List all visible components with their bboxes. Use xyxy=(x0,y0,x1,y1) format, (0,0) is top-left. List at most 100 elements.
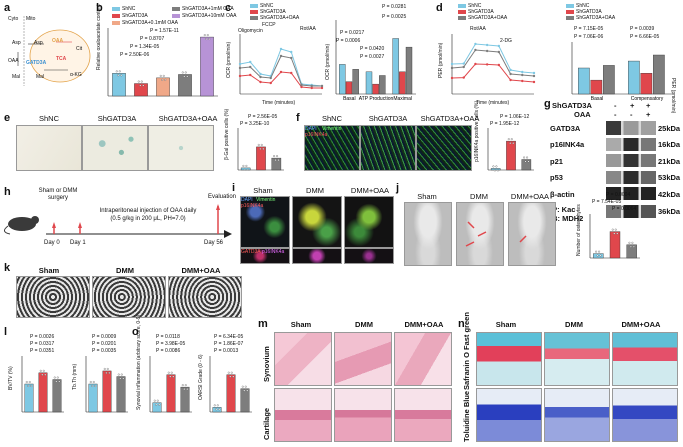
panel-label-j: j xyxy=(396,182,400,194)
data-point xyxy=(290,56,293,60)
bar xyxy=(200,36,214,97)
i-image-dmm-oaa-2 xyxy=(344,248,394,264)
g-sign2-2: + xyxy=(646,110,651,119)
data-point xyxy=(238,66,242,70)
l-pval2-0: P = 0.0009 xyxy=(92,334,117,340)
bar xyxy=(379,75,386,95)
data-point xyxy=(184,384,187,387)
data-point xyxy=(611,228,614,231)
data-point xyxy=(521,79,524,83)
legend-b-item-4: ShGATD3A+0.1mM OAA xyxy=(112,20,178,26)
data-point xyxy=(183,75,186,78)
data-point xyxy=(507,138,510,141)
data-point xyxy=(119,377,122,380)
data-point xyxy=(279,47,283,51)
data-point xyxy=(55,380,58,383)
band-p16 xyxy=(606,138,656,151)
d-injection-1: 2-DG xyxy=(500,38,512,44)
legend-c-item-1: ShGATD3A xyxy=(250,9,299,15)
data-point xyxy=(122,377,125,380)
band-gatd3a xyxy=(606,121,656,135)
data-point xyxy=(106,367,109,370)
g-sign1-0: - xyxy=(614,101,617,110)
legend-c: ShNC ShGATD3A ShGATD3A+OAA xyxy=(250,3,299,21)
data-point xyxy=(169,375,172,378)
bar xyxy=(24,383,34,413)
data-point xyxy=(320,84,324,88)
k-title-0: Sham xyxy=(38,266,60,275)
m-image-sham-cartilage xyxy=(274,388,332,442)
j-title-1: DMM xyxy=(470,192,488,201)
o-pval1-2: P = 0.0086 xyxy=(156,348,181,354)
i-stain-dapi: DAPI xyxy=(241,197,253,203)
tick-label: Compensatory xyxy=(631,96,664,102)
b-pval-1: P = 0.8707 xyxy=(140,36,165,42)
data-point xyxy=(497,63,501,67)
chart-l2 xyxy=(85,356,128,413)
m-image-oaa-cartilage xyxy=(394,388,452,442)
d-ylabel: PER (pmol/min) xyxy=(438,42,444,78)
data-point xyxy=(527,160,530,163)
data-point xyxy=(208,38,211,41)
legend-text: ShGATD3A xyxy=(122,13,148,19)
data-point xyxy=(56,376,59,379)
n-image-oaa-safranin xyxy=(612,332,678,386)
bar xyxy=(628,60,640,95)
l-pval1-2: P = 0.0351 xyxy=(30,348,55,354)
b-pval-2: P = 1.34E-05 xyxy=(130,44,160,50)
i-image-sham-2 xyxy=(240,248,290,264)
data-point xyxy=(139,84,142,87)
g-ib-label: IB: MDH2 xyxy=(550,214,584,223)
g-sign1-2: + xyxy=(646,101,651,110)
series-line xyxy=(451,63,535,83)
d-injection-0: Rot/AA xyxy=(470,26,486,32)
panel-label-i: i xyxy=(232,182,236,194)
i-stain-p16: p16INK4a xyxy=(241,203,264,209)
j-ylabel: Number of osteophytes xyxy=(576,204,582,256)
data-point xyxy=(246,389,249,392)
legend-d-item-2: ShGATD3A+OAA xyxy=(458,15,507,21)
legend-text: ShGATD3A+1mM OAA xyxy=(182,6,234,12)
legend-text: ShGATD3A+0.1mM OAA xyxy=(122,20,178,26)
data-point xyxy=(521,70,524,74)
data-point xyxy=(300,85,303,89)
j-pval-2: P = 0.0064 xyxy=(612,206,637,212)
legend-swatch xyxy=(458,3,466,8)
h-day56: Day 56 xyxy=(204,240,224,246)
bar xyxy=(180,386,190,413)
data-point xyxy=(259,80,262,84)
data-point xyxy=(290,50,293,54)
oaa-cyto-label: OAA xyxy=(8,58,19,64)
bar xyxy=(345,81,353,95)
d-pval-2: P = 0.0039 xyxy=(630,26,655,32)
l-ylabel-1: BV/TV (%) xyxy=(8,366,14,390)
data-point xyxy=(497,44,501,48)
tick-label: Maximal xyxy=(393,96,412,102)
data-point xyxy=(117,74,120,77)
data-point xyxy=(595,250,598,253)
g-ip-label: IP: Kac xyxy=(550,205,576,214)
f-image-shnc xyxy=(304,125,360,171)
data-point xyxy=(493,169,496,172)
data-point xyxy=(53,376,56,379)
bar xyxy=(38,372,48,413)
d-xlabel: Time (minutes) xyxy=(476,100,510,106)
legend-d2-item-0: ShNC xyxy=(566,3,615,9)
chart-d xyxy=(450,34,536,95)
d-pval-1: P = 7.06E-06 xyxy=(574,34,604,40)
data-point xyxy=(183,388,186,391)
d-pval-3: P = 6.66E-05 xyxy=(630,34,660,40)
legend-text: ShGATD3A+OAA xyxy=(576,15,616,21)
arrow-icon xyxy=(477,231,487,237)
data-point xyxy=(496,169,499,172)
j-pval-0: P = 0.0004 xyxy=(606,192,631,198)
bar xyxy=(156,77,170,97)
legend-swatch xyxy=(458,9,466,14)
band-actin xyxy=(606,187,656,200)
data-point xyxy=(279,54,283,58)
bar xyxy=(603,65,615,95)
data-point xyxy=(186,388,189,391)
m-image-oaa-synovium xyxy=(394,332,452,386)
bar xyxy=(112,73,126,97)
data-point xyxy=(229,375,232,378)
